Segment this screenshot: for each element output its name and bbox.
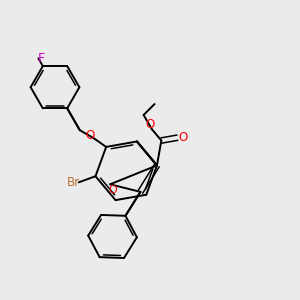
Text: Br: Br xyxy=(67,176,80,189)
Text: F: F xyxy=(38,52,45,65)
Text: O: O xyxy=(178,131,188,144)
Text: O: O xyxy=(108,185,117,195)
Text: O: O xyxy=(86,130,95,142)
Text: O: O xyxy=(146,118,155,131)
